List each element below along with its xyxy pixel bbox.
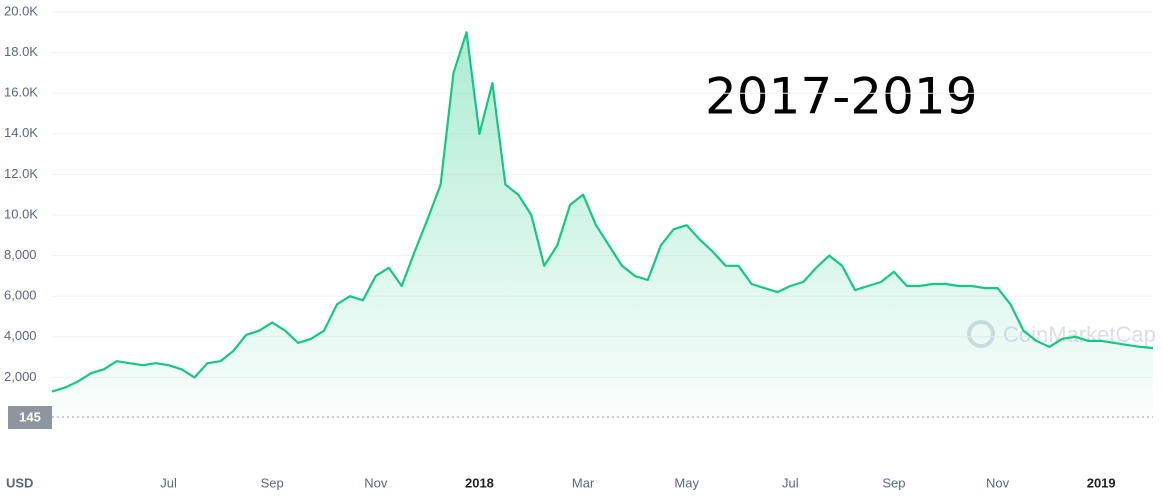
x-tick-label: 2018 (465, 475, 494, 490)
x-tick-label: Nov (986, 475, 1010, 490)
x-tick-label: May (674, 475, 699, 490)
y-tick-label: 16.0K (4, 85, 38, 100)
x-tick-label: Mar (572, 475, 595, 490)
y-tick-label: 14.0K (4, 125, 38, 140)
currency-label: USD (6, 475, 33, 490)
y-tick-label: 12.0K (4, 166, 38, 181)
x-tick-label: 2019 (1087, 475, 1116, 490)
price-line (51, 31, 1154, 393)
price-tag-label: 145 (19, 409, 41, 424)
area (52, 32, 1153, 419)
x-tick-label: Jul (782, 475, 799, 490)
y-tick-label: 2,000 (4, 369, 37, 384)
y-tick-label: 18.0K (4, 44, 38, 59)
y-tick-label: 20.0K (4, 3, 38, 18)
y-tick-label: 4,000 (4, 328, 37, 343)
y-tick-label: 6,000 (4, 288, 37, 303)
annotation: 2017-2019 (705, 68, 978, 126)
y-tick-label: 10.0K (4, 206, 38, 221)
y-tick-label: 8,000 (4, 247, 37, 262)
x-tick-label: Jul (160, 475, 177, 490)
price-tag (8, 406, 52, 429)
x-tick-label: Sep (882, 475, 905, 490)
x-tick-label: Sep (261, 475, 284, 490)
x-tick-label: Nov (364, 475, 388, 490)
